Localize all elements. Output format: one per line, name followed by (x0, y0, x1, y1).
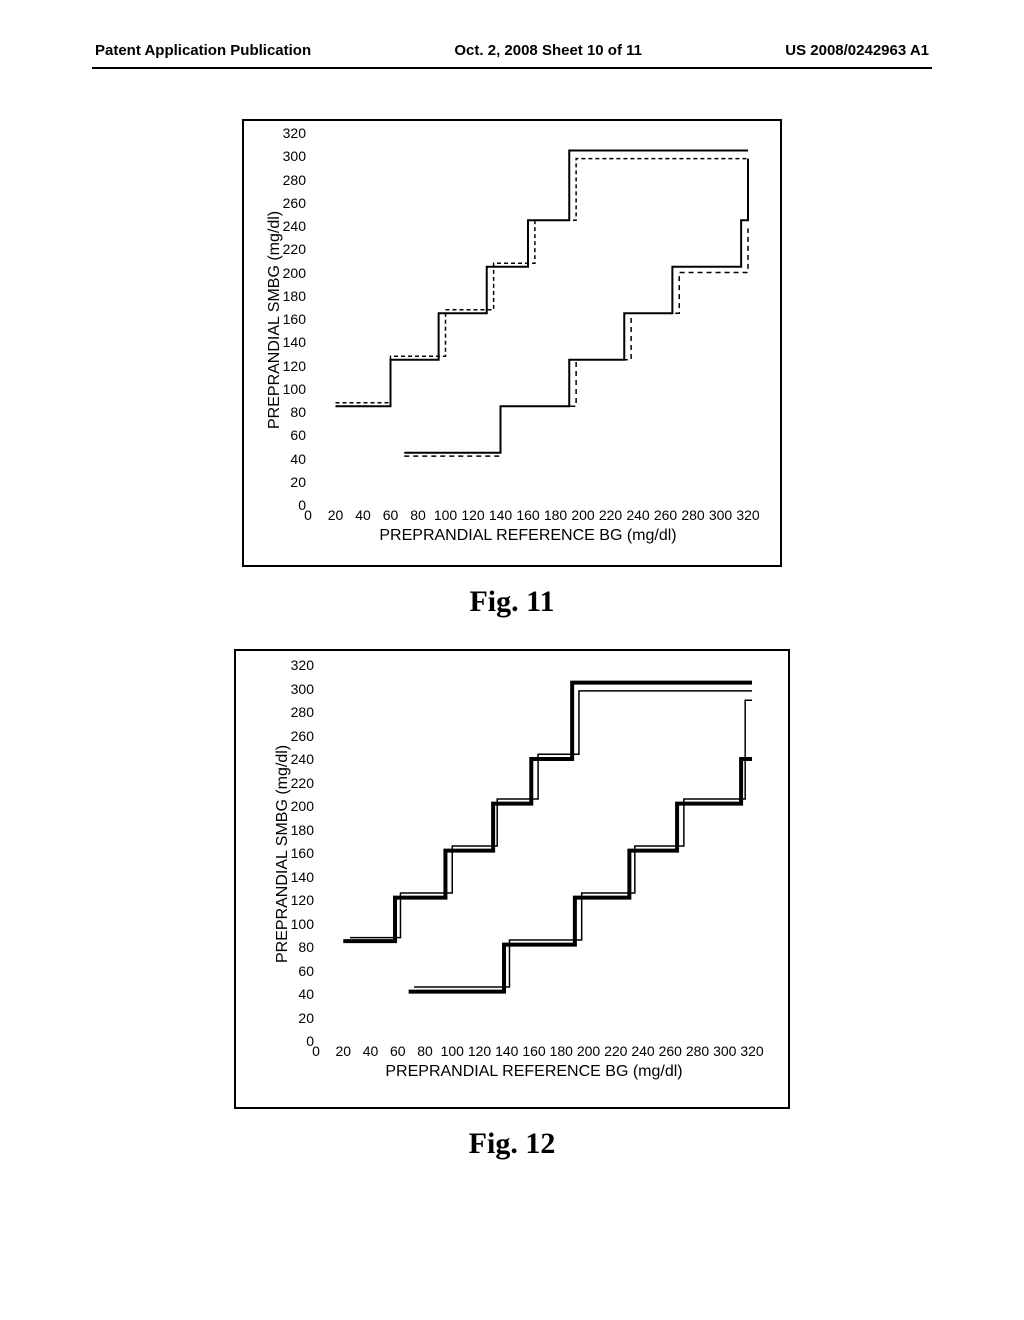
y-tick-label: 40 (286, 986, 316, 1002)
x-tick-label: 120 (468, 1041, 491, 1059)
series-upper-thick (343, 683, 752, 942)
x-tick-label: 100 (441, 1041, 464, 1059)
y-tick-label: 60 (278, 427, 308, 443)
x-tick-label: 200 (577, 1041, 600, 1059)
x-tick-label: 140 (489, 505, 512, 523)
x-tick-label: 280 (681, 505, 704, 523)
chart-box-fig12: 0204060801001201401601802002202402602803… (234, 649, 790, 1109)
chart-box-fig11: 0204060801001201401601802002202402602803… (242, 119, 782, 567)
x-tick-label: 260 (654, 505, 677, 523)
x-tick-label: 300 (713, 1041, 736, 1059)
x-tick-label: 60 (383, 505, 399, 523)
x-tick-label: 100 (434, 505, 457, 523)
y-tick-label: 300 (286, 681, 316, 697)
y-tick-label: 20 (278, 474, 308, 490)
y-tick-label: 40 (278, 451, 308, 467)
y-tick-label: 300 (278, 148, 308, 164)
y-tick-label: 260 (286, 728, 316, 744)
step-plot-svg (316, 665, 752, 1041)
y-tick-label: 320 (286, 657, 316, 673)
x-tick-label: 240 (631, 1041, 654, 1059)
x-tick-label: 240 (626, 505, 649, 523)
x-tick-label: 0 (312, 1041, 320, 1059)
x-tick-label: 40 (355, 505, 371, 523)
series-upper-thin (350, 691, 752, 938)
series-lower-dashed (404, 228, 748, 456)
caption-fig11: Fig. 11 (469, 585, 554, 619)
series-upper-dashed (336, 159, 749, 403)
x-tick-label: 80 (410, 505, 426, 523)
header-rule (92, 67, 932, 69)
figure-12: 0204060801001201401601802002202402602803… (0, 649, 1024, 1161)
series-lower-thick (409, 759, 752, 992)
header-center: Oct. 2, 2008 Sheet 10 of 11 (454, 42, 642, 59)
series-lower-solid (404, 159, 748, 453)
x-tick-label: 120 (461, 505, 484, 523)
x-tick-label: 260 (659, 1041, 682, 1059)
x-tick-label: 20 (335, 1041, 351, 1059)
x-axis-label: PREPRANDIAL REFERENCE BG (mg/dl) (316, 1063, 752, 1081)
y-tick-label: 20 (286, 1010, 316, 1026)
y-tick-label: 280 (286, 704, 316, 720)
step-plot-svg (308, 133, 748, 505)
x-tick-label: 140 (495, 1041, 518, 1059)
x-axis-label: PREPRANDIAL REFERENCE BG (mg/dl) (308, 527, 748, 545)
x-tick-label: 60 (390, 1041, 406, 1059)
x-tick-label: 320 (740, 1041, 763, 1059)
x-tick-label: 220 (604, 1041, 627, 1059)
y-tick-label: 320 (278, 125, 308, 141)
caption-fig12: Fig. 12 (469, 1127, 556, 1161)
figure-11: 0204060801001201401601802002202402602803… (0, 119, 1024, 619)
x-tick-label: 20 (328, 505, 344, 523)
page-header: Patent Application Publication Oct. 2, 2… (0, 0, 1024, 67)
x-tick-label: 180 (550, 1041, 573, 1059)
y-axis-label: PREPRANDIAL SMBG (mg/dl) (274, 745, 292, 963)
x-tick-label: 200 (571, 505, 594, 523)
x-tick-label: 280 (686, 1041, 709, 1059)
x-tick-label: 80 (417, 1041, 433, 1059)
header-right: US 2008/0242963 A1 (785, 42, 929, 59)
x-tick-label: 300 (709, 505, 732, 523)
x-tick-label: 180 (544, 505, 567, 523)
plot-area: 0204060801001201401601802002202402602803… (316, 665, 752, 1041)
series-upper-solid (336, 150, 749, 406)
y-axis-label: PREPRANDIAL SMBG (mg/dl) (266, 211, 284, 429)
x-tick-label: 320 (736, 505, 759, 523)
header-left: Patent Application Publication (95, 42, 311, 59)
y-tick-label: 260 (278, 195, 308, 211)
series-lower-thin (414, 700, 752, 987)
y-tick-label: 280 (278, 172, 308, 188)
x-tick-label: 0 (304, 505, 312, 523)
y-tick-label: 60 (286, 963, 316, 979)
x-tick-label: 160 (522, 1041, 545, 1059)
x-tick-label: 220 (599, 505, 622, 523)
x-tick-label: 40 (363, 1041, 379, 1059)
x-tick-label: 160 (516, 505, 539, 523)
plot-area: 0204060801001201401601802002202402602803… (308, 133, 748, 505)
